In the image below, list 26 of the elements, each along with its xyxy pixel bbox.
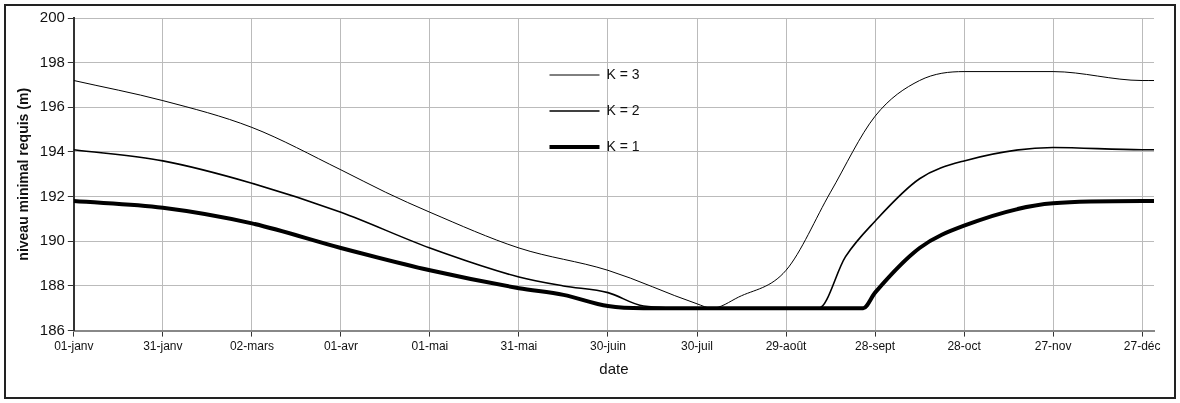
x-tick-label: 02-mars: [229, 339, 274, 354]
x-axis-title: date: [599, 360, 629, 378]
y-tick-label: 190: [39, 231, 65, 249]
y-tick-label: 186: [39, 320, 65, 338]
x-tick-label: 01-janv: [54, 339, 94, 354]
legend-label: K = 3: [606, 65, 640, 82]
x-tick-label: 27-déc: [1123, 339, 1161, 354]
y-axis-title: niveau minimal requis (m): [15, 87, 32, 261]
x-tick-label: 30-juin: [589, 339, 626, 354]
y-tick-label: 196: [39, 97, 65, 115]
legend-label: K = 2: [606, 101, 640, 118]
x-tick-label: 31-janv: [143, 339, 183, 354]
x-tick-label: 01-mai: [411, 339, 449, 354]
y-tick-label: 198: [39, 52, 65, 70]
x-tick-label: 01-avr: [323, 339, 358, 354]
x-tick-label: 30-juil: [681, 339, 714, 354]
x-tick-label: 29-août: [765, 339, 808, 354]
y-tick-label: 192: [39, 186, 65, 204]
x-tick-label: 28-sept: [855, 339, 896, 354]
y-tick-label: 194: [39, 142, 65, 160]
x-tick-label: 28-oct: [947, 339, 982, 354]
y-tick-label: 188: [39, 276, 65, 294]
legend-label: K = 1: [606, 137, 640, 154]
y-tick-label: 200: [39, 8, 65, 26]
x-tick-label: 31-mai: [500, 339, 538, 354]
x-tick-label: 27-nov: [1034, 339, 1072, 354]
